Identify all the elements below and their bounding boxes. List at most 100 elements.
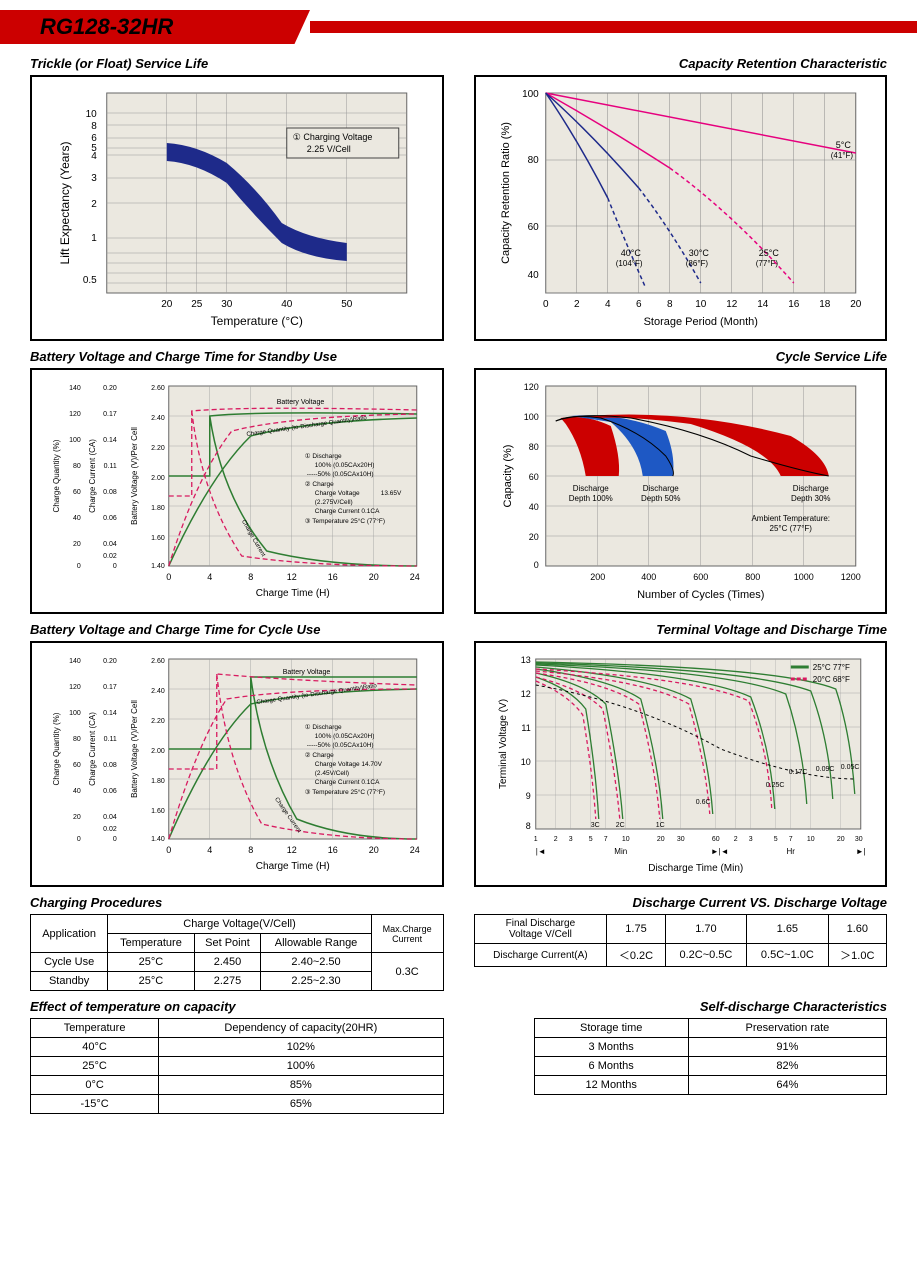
svg-text:0: 0	[542, 299, 548, 310]
temp-effect-section: Effect of temperature on capacity Temper…	[30, 995, 444, 1114]
sd-r1c1: 82%	[688, 1057, 886, 1076]
svg-text:0: 0	[77, 836, 81, 843]
svg-text:80: 80	[73, 463, 81, 470]
svg-text:② Charge: ② Charge	[305, 751, 334, 759]
cp-r1c0: Standby	[31, 972, 108, 991]
svg-text:4: 4	[207, 845, 212, 855]
sd-h1: Preservation rate	[688, 1019, 886, 1038]
dc-r0c0: Final DischargeVoltage V/Cell	[474, 915, 607, 944]
svg-text:5: 5	[588, 836, 592, 843]
cycle-life-chart: DischargeDepth 100% DischargeDepth 50% D…	[482, 376, 880, 606]
svg-text:60: 60	[527, 222, 539, 233]
svg-text:Charge Current (CA): Charge Current (CA)	[88, 712, 97, 786]
svg-text:2: 2	[733, 836, 737, 843]
svg-text:10: 10	[621, 836, 629, 843]
svg-text:25°C: 25°C	[758, 248, 779, 258]
svg-text:0.17: 0.17	[103, 684, 117, 691]
svg-text:100: 100	[69, 710, 81, 717]
svg-text:11: 11	[521, 723, 530, 733]
svg-text:8: 8	[248, 572, 253, 582]
svg-text:20: 20	[369, 845, 379, 855]
svg-text:25°C (77°F): 25°C (77°F)	[769, 524, 812, 533]
svg-text:20: 20	[836, 836, 844, 843]
svg-text:10: 10	[695, 299, 707, 310]
svg-text:1200: 1200	[840, 572, 860, 582]
cp-r0c3: 2.40~2.50	[261, 953, 371, 972]
svg-text:80: 80	[73, 736, 81, 743]
svg-text:0.11: 0.11	[104, 736, 117, 743]
cycle-life-section: Cycle Service Life DischargeDepth 100%	[474, 345, 888, 614]
svg-text:100: 100	[522, 89, 539, 100]
svg-text:0.06: 0.06	[103, 515, 117, 522]
svg-text:0: 0	[113, 563, 117, 570]
cp-r1c1: 25°C	[108, 972, 194, 991]
svg-text:1: 1	[533, 836, 537, 843]
term-volt-panel: 25°C 77°F 20°C 68°F 3C2C1C 0.6C0.25C 0.1…	[474, 641, 888, 887]
svg-text:0.05C: 0.05C	[840, 764, 859, 771]
svg-text:0.08: 0.08	[103, 762, 117, 769]
svg-text:30°C: 30°C	[688, 248, 709, 258]
standby-title: Battery Voltage and Charge Time for Stan…	[30, 349, 444, 364]
svg-text:3: 3	[748, 836, 752, 843]
svg-text:Battery Voltage (V)/Per Cell: Battery Voltage (V)/Per Cell	[130, 700, 139, 798]
svg-text:12: 12	[287, 845, 297, 855]
sd-h0: Storage time	[534, 1019, 688, 1038]
svg-text:120: 120	[69, 684, 81, 691]
svg-text:③ Temperature 25°C (77°F): ③ Temperature 25°C (77°F)	[305, 788, 385, 796]
model-tab: RG128-32HR	[0, 10, 310, 44]
svg-text:-----50% (0.05CAx10H): -----50% (0.05CAx10H)	[307, 742, 374, 749]
trickle-panel: ① Charging Voltage 2.25 V/Cell 10 8 6 5 …	[30, 75, 444, 341]
svg-text:80: 80	[528, 442, 538, 452]
svg-text:25°C 77°F: 25°C 77°F	[812, 663, 849, 672]
svg-text:100% (0.05CAx20H): 100% (0.05CAx20H)	[315, 462, 375, 469]
cycle-charge-chart: 140120100806040200 0.200.170.140.110.080…	[38, 649, 436, 879]
svg-text:0.14: 0.14	[103, 710, 117, 717]
svg-text:Charge Current 0.1CA: Charge Current 0.1CA	[315, 508, 380, 515]
cp-r0c2: 2.450	[194, 953, 261, 972]
term-volt-title: Terminal Voltage and Discharge Time	[474, 622, 888, 637]
cycle-life-panel: DischargeDepth 100% DischargeDepth 50% D…	[474, 368, 888, 614]
svg-text:13: 13	[520, 655, 530, 665]
svg-text:8: 8	[91, 121, 97, 132]
svg-text:|◄: |◄	[535, 847, 545, 856]
svg-text:0.17C: 0.17C	[788, 769, 807, 776]
svg-text:0.6C: 0.6C	[695, 799, 710, 806]
cycle-life-title: Cycle Service Life	[474, 349, 888, 364]
svg-text:1C: 1C	[655, 822, 664, 829]
svg-text:12: 12	[726, 299, 738, 310]
sd-r0c0: 3 Months	[534, 1038, 688, 1057]
svg-text:Discharge Time (Min): Discharge Time (Min)	[648, 863, 743, 874]
svg-text:Discharge: Discharge	[572, 484, 609, 493]
svg-text:1.40: 1.40	[151, 563, 165, 570]
svg-text:Discharge: Discharge	[792, 484, 829, 493]
svg-text:Battery Voltage: Battery Voltage	[277, 399, 325, 406]
cp-sub-range: Allowable Range	[261, 934, 371, 953]
svg-text:30: 30	[221, 299, 233, 310]
temp-effect-table: TemperatureDependency of capacity(20HR) …	[30, 1018, 444, 1114]
svg-text:18: 18	[819, 299, 831, 310]
svg-text:Ambient Temperature:: Ambient Temperature:	[751, 514, 830, 523]
self-discharge-table: Storage timePreservation rate 3 Months91…	[534, 1018, 888, 1095]
svg-text:100: 100	[69, 437, 81, 444]
svg-text:Number of Cycles (Times): Number of Cycles (Times)	[637, 589, 764, 601]
cp-app-hdr: Application	[31, 915, 108, 953]
svg-text:40: 40	[73, 515, 81, 522]
svg-text:Charge Voltage: Charge Voltage	[315, 490, 360, 497]
svg-text:1000: 1000	[793, 572, 813, 582]
cp-r1c3: 2.25~2.30	[261, 972, 371, 991]
svg-text:2.20: 2.20	[151, 445, 165, 452]
standby-chart: 140120100806040200 0.200.170.140.110.080…	[38, 376, 436, 606]
svg-text:2.40: 2.40	[151, 415, 165, 422]
svg-text:20: 20	[528, 532, 538, 542]
svg-text:30: 30	[676, 836, 684, 843]
svg-text:140: 140	[69, 658, 81, 665]
svg-text:1: 1	[91, 233, 97, 244]
svg-text:1.80: 1.80	[151, 505, 165, 512]
cp-cv-hdr: Charge Voltage(V/Cell)	[108, 915, 372, 934]
svg-text:Hr: Hr	[786, 847, 795, 856]
svg-text:14: 14	[757, 299, 769, 310]
svg-text:2.40: 2.40	[151, 688, 165, 695]
svg-text:3: 3	[91, 173, 97, 184]
svg-text:40: 40	[528, 502, 538, 512]
svg-text:9: 9	[525, 791, 530, 801]
